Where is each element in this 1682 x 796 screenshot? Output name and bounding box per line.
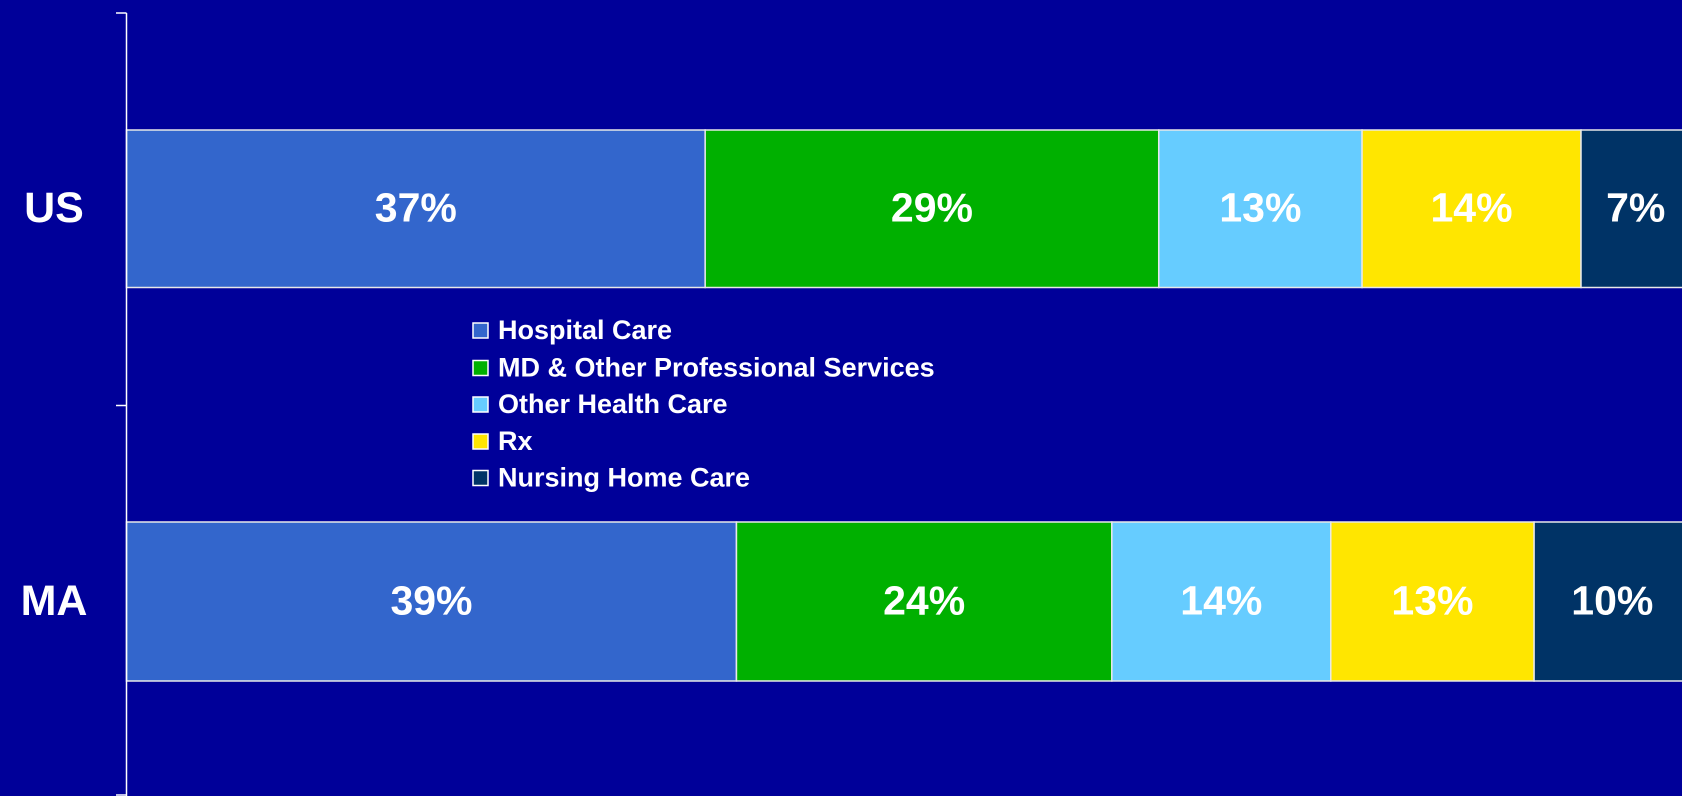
data-label: 37% [375,185,457,231]
bar-segment [1533,521,1682,682]
legend-swatch [472,433,489,450]
data-label: 13% [1219,185,1301,231]
bar-segment [1330,521,1535,682]
data-label: 10% [1571,577,1653,623]
legend-label: Hospital Care [498,315,672,345]
legend-swatch [472,469,489,487]
data-label: 13% [1391,577,1473,623]
y-tick-label: US [24,184,84,232]
legend-swatch [472,359,489,377]
bar-segment [1580,129,1682,289]
legend-label: Rx [498,426,533,456]
data-label: 14% [1180,577,1262,623]
data-label: 39% [390,577,472,623]
bar-segment [125,521,738,682]
legend-label: Other Health Care [498,389,728,419]
legend-swatch [472,322,489,339]
legend-label: Nursing Home Care [498,463,750,493]
plot-area [125,129,1682,682]
bar-segment [704,129,1160,289]
bar-segment [735,521,1113,682]
data-label: 14% [1431,185,1513,231]
bar-segment [1111,521,1332,682]
legend-label: MD & Other Professional Services [498,353,935,383]
bar-segment [1157,129,1363,289]
data-label: 24% [883,577,965,623]
data-label: 7% [1606,185,1665,231]
y-tick-label: MA [21,577,88,625]
data-label: 29% [891,185,973,231]
legend-swatch [472,396,489,413]
bar-segment [1361,129,1582,289]
bar-segment [125,129,706,289]
